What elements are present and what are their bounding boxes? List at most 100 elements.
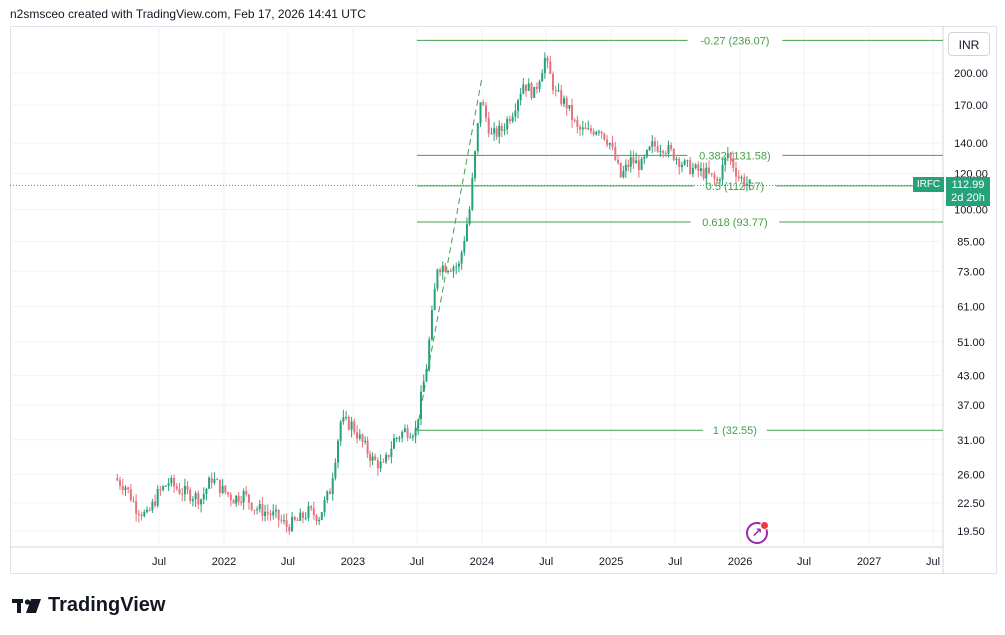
candle-body bbox=[710, 173, 713, 175]
y-tick-label: 170.00 bbox=[954, 100, 988, 112]
candle-body bbox=[474, 151, 477, 179]
candle-body bbox=[329, 491, 332, 494]
tradingview-logo[interactable]: TradingView bbox=[12, 594, 165, 617]
candle-body bbox=[530, 83, 533, 98]
candle-body bbox=[541, 73, 544, 82]
candle-body bbox=[702, 168, 705, 179]
fib-level-label: 0.618 (93.77) bbox=[702, 217, 767, 229]
candle-body bbox=[237, 495, 240, 502]
candle-body bbox=[482, 102, 485, 106]
candle-body bbox=[538, 81, 541, 89]
candle-body bbox=[417, 419, 420, 429]
candle-body bbox=[135, 501, 138, 514]
candle-body bbox=[517, 100, 520, 111]
news-flash-icon[interactable]: ↗ bbox=[746, 521, 769, 544]
x-tick-label: Jul bbox=[152, 556, 166, 568]
candle-body bbox=[269, 513, 272, 516]
candle-body bbox=[672, 148, 675, 161]
candle-body bbox=[557, 90, 560, 92]
candle-body bbox=[635, 160, 638, 164]
fib-level-label: -0.27 (236.07) bbox=[700, 35, 769, 47]
candle-body bbox=[170, 477, 173, 484]
candle-body bbox=[156, 489, 159, 506]
candle-body bbox=[678, 158, 681, 168]
candle-body bbox=[127, 487, 130, 490]
candle-body bbox=[637, 160, 640, 170]
candle-body bbox=[592, 131, 595, 135]
candle-body bbox=[436, 269, 439, 289]
candle-body bbox=[258, 504, 261, 510]
candle-body bbox=[597, 131, 600, 133]
candle-body bbox=[119, 480, 122, 486]
candle-body bbox=[508, 118, 511, 122]
candle-body bbox=[374, 456, 377, 461]
candle-body bbox=[121, 485, 124, 491]
candle-body bbox=[411, 436, 414, 438]
candle-body bbox=[320, 512, 323, 520]
candle-body bbox=[457, 263, 460, 267]
candle-body bbox=[428, 339, 431, 370]
candle-body bbox=[645, 150, 648, 157]
candle-body bbox=[503, 129, 506, 131]
candle-body bbox=[181, 493, 184, 495]
candle-body bbox=[617, 159, 620, 163]
candle-body bbox=[705, 167, 708, 179]
candle-body bbox=[124, 487, 127, 491]
candle-body bbox=[430, 310, 433, 340]
candle-body bbox=[498, 125, 501, 137]
candle-body bbox=[724, 157, 727, 165]
candle-body bbox=[371, 456, 374, 461]
candle-body bbox=[232, 500, 235, 504]
candle-body bbox=[439, 269, 442, 273]
bar-countdown: 2d 20h bbox=[951, 192, 985, 204]
candle-body bbox=[240, 501, 243, 503]
candle-body bbox=[331, 478, 334, 494]
y-tick-label: 43.00 bbox=[957, 370, 985, 382]
candle-body bbox=[409, 437, 412, 439]
candle-body bbox=[148, 509, 151, 511]
candle-body bbox=[277, 509, 280, 520]
candle-body bbox=[506, 118, 509, 130]
tradingview-logo-icon bbox=[12, 598, 41, 613]
candle-body bbox=[266, 511, 269, 514]
candle-body bbox=[216, 479, 219, 481]
candle-body bbox=[151, 501, 154, 511]
x-tick-label: Jul bbox=[281, 556, 295, 568]
candle-body bbox=[245, 491, 248, 495]
candle-body bbox=[175, 486, 178, 489]
candle-body bbox=[568, 105, 571, 109]
candle-body bbox=[603, 133, 606, 140]
candle-body bbox=[296, 519, 299, 521]
time-axis: Jul 2022 Jul 2023 Jul 2024 Jul 2025 Jul 2026 Jul 20… bbox=[152, 556, 940, 568]
x-tick-label: 2023 bbox=[341, 556, 365, 568]
candle-body bbox=[272, 511, 275, 516]
x-tick-label: 2027 bbox=[857, 556, 881, 568]
y-tick-label: 140.00 bbox=[954, 138, 988, 150]
y-tick-label: 51.00 bbox=[957, 337, 985, 349]
candle-body bbox=[632, 157, 635, 164]
x-tick-label: Jul bbox=[410, 556, 424, 568]
candle-body bbox=[622, 170, 625, 178]
candle-body bbox=[202, 494, 205, 500]
candle-body bbox=[318, 519, 321, 522]
candle-body bbox=[667, 144, 670, 154]
candle-body bbox=[495, 128, 498, 137]
x-tick-label: Jul bbox=[926, 556, 940, 568]
symbol-price-label: IRFC bbox=[913, 177, 944, 192]
candle-body bbox=[285, 520, 288, 527]
candle-body bbox=[393, 438, 396, 449]
y-tick-label: 19.50 bbox=[957, 526, 985, 538]
candle-body bbox=[732, 158, 735, 168]
currency-button[interactable]: INR bbox=[948, 32, 990, 56]
candle-body bbox=[444, 265, 447, 272]
candle-body bbox=[264, 511, 267, 516]
y-tick-label: 61.00 bbox=[957, 302, 985, 314]
y-tick-label: 26.00 bbox=[957, 469, 985, 481]
candle-body bbox=[527, 83, 530, 91]
candle-body bbox=[500, 125, 503, 131]
candle-body bbox=[640, 158, 643, 170]
candle-body bbox=[519, 93, 522, 101]
candle-body bbox=[419, 391, 422, 420]
candle-body bbox=[208, 477, 211, 489]
